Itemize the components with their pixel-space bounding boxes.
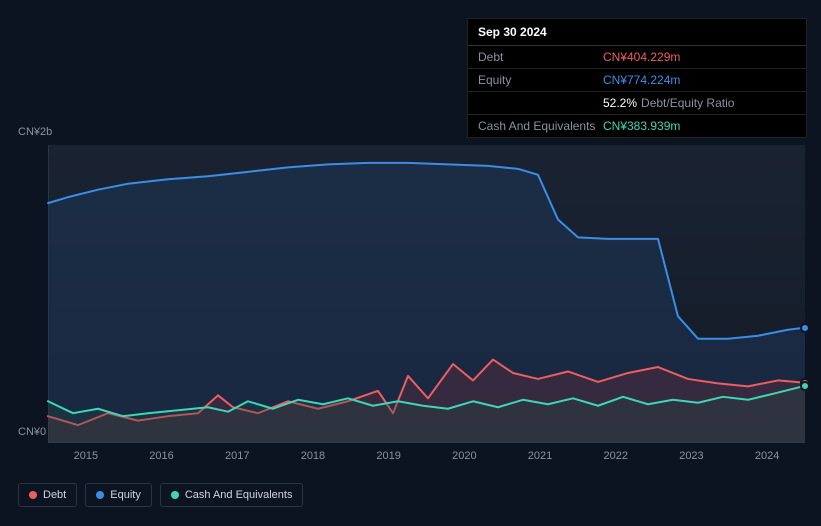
x-axis-label: 2016 — [149, 450, 173, 462]
series-endpoint — [800, 381, 810, 391]
x-axis-label: 2022 — [604, 450, 628, 462]
tooltip-date: Sep 30 2024 — [468, 19, 806, 46]
series-endpoint — [800, 323, 810, 333]
tooltip-value: CN¥404.229m — [603, 50, 680, 64]
y-axis-max-label: CN¥2b — [18, 126, 52, 138]
tooltip-row: Cash And EquivalentsCN¥383.939m — [468, 115, 806, 137]
chart-container: CN¥2b CN¥0 2015 2016 2017 2018 2019 2020 2021 2… — [0, 0, 821, 526]
x-axis-label: 2019 — [376, 450, 400, 462]
legend-swatch — [29, 491, 37, 499]
chart-tooltip: Sep 30 2024 DebtCN¥404.229mEquityCN¥774.… — [467, 18, 807, 138]
tooltip-value: CN¥774.224m — [603, 73, 680, 87]
x-axis-label: 2021 — [528, 450, 552, 462]
tooltip-row: DebtCN¥404.229m — [468, 46, 806, 69]
tooltip-label: Equity — [478, 73, 603, 87]
tooltip-label — [478, 96, 603, 110]
x-axis-label: 2015 — [74, 450, 98, 462]
legend: Debt Equity Cash And Equivalents — [18, 483, 303, 507]
tooltip-label: Debt — [478, 50, 603, 64]
legend-swatch — [171, 491, 179, 499]
y-axis-min-label: CN¥0 — [18, 426, 46, 438]
tooltip-subtext: Debt/Equity Ratio — [641, 96, 734, 110]
legend-item-cash-and-equivalents[interactable]: Cash And Equivalents — [160, 483, 304, 507]
tooltip-value: 52.2% — [603, 96, 637, 110]
tooltip-value: CN¥383.939m — [603, 119, 680, 133]
tooltip-row: EquityCN¥774.224m — [468, 69, 806, 92]
chart-svg — [48, 145, 805, 443]
x-axis-label: 2024 — [755, 450, 779, 462]
legend-label: Cash And Equivalents — [185, 489, 293, 501]
legend-label: Equity — [110, 489, 141, 501]
x-axis-label: 2020 — [452, 450, 476, 462]
legend-label: Debt — [43, 489, 66, 501]
x-axis-label: 2017 — [225, 450, 249, 462]
x-axis-label: 2018 — [301, 450, 325, 462]
legend-item-debt[interactable]: Debt — [18, 483, 77, 507]
x-axis-label: 2023 — [679, 450, 703, 462]
tooltip-label: Cash And Equivalents — [478, 119, 603, 133]
tooltip-row: 52.2% Debt/Equity Ratio — [468, 92, 806, 115]
legend-swatch — [96, 491, 104, 499]
legend-item-equity[interactable]: Equity — [85, 483, 152, 507]
